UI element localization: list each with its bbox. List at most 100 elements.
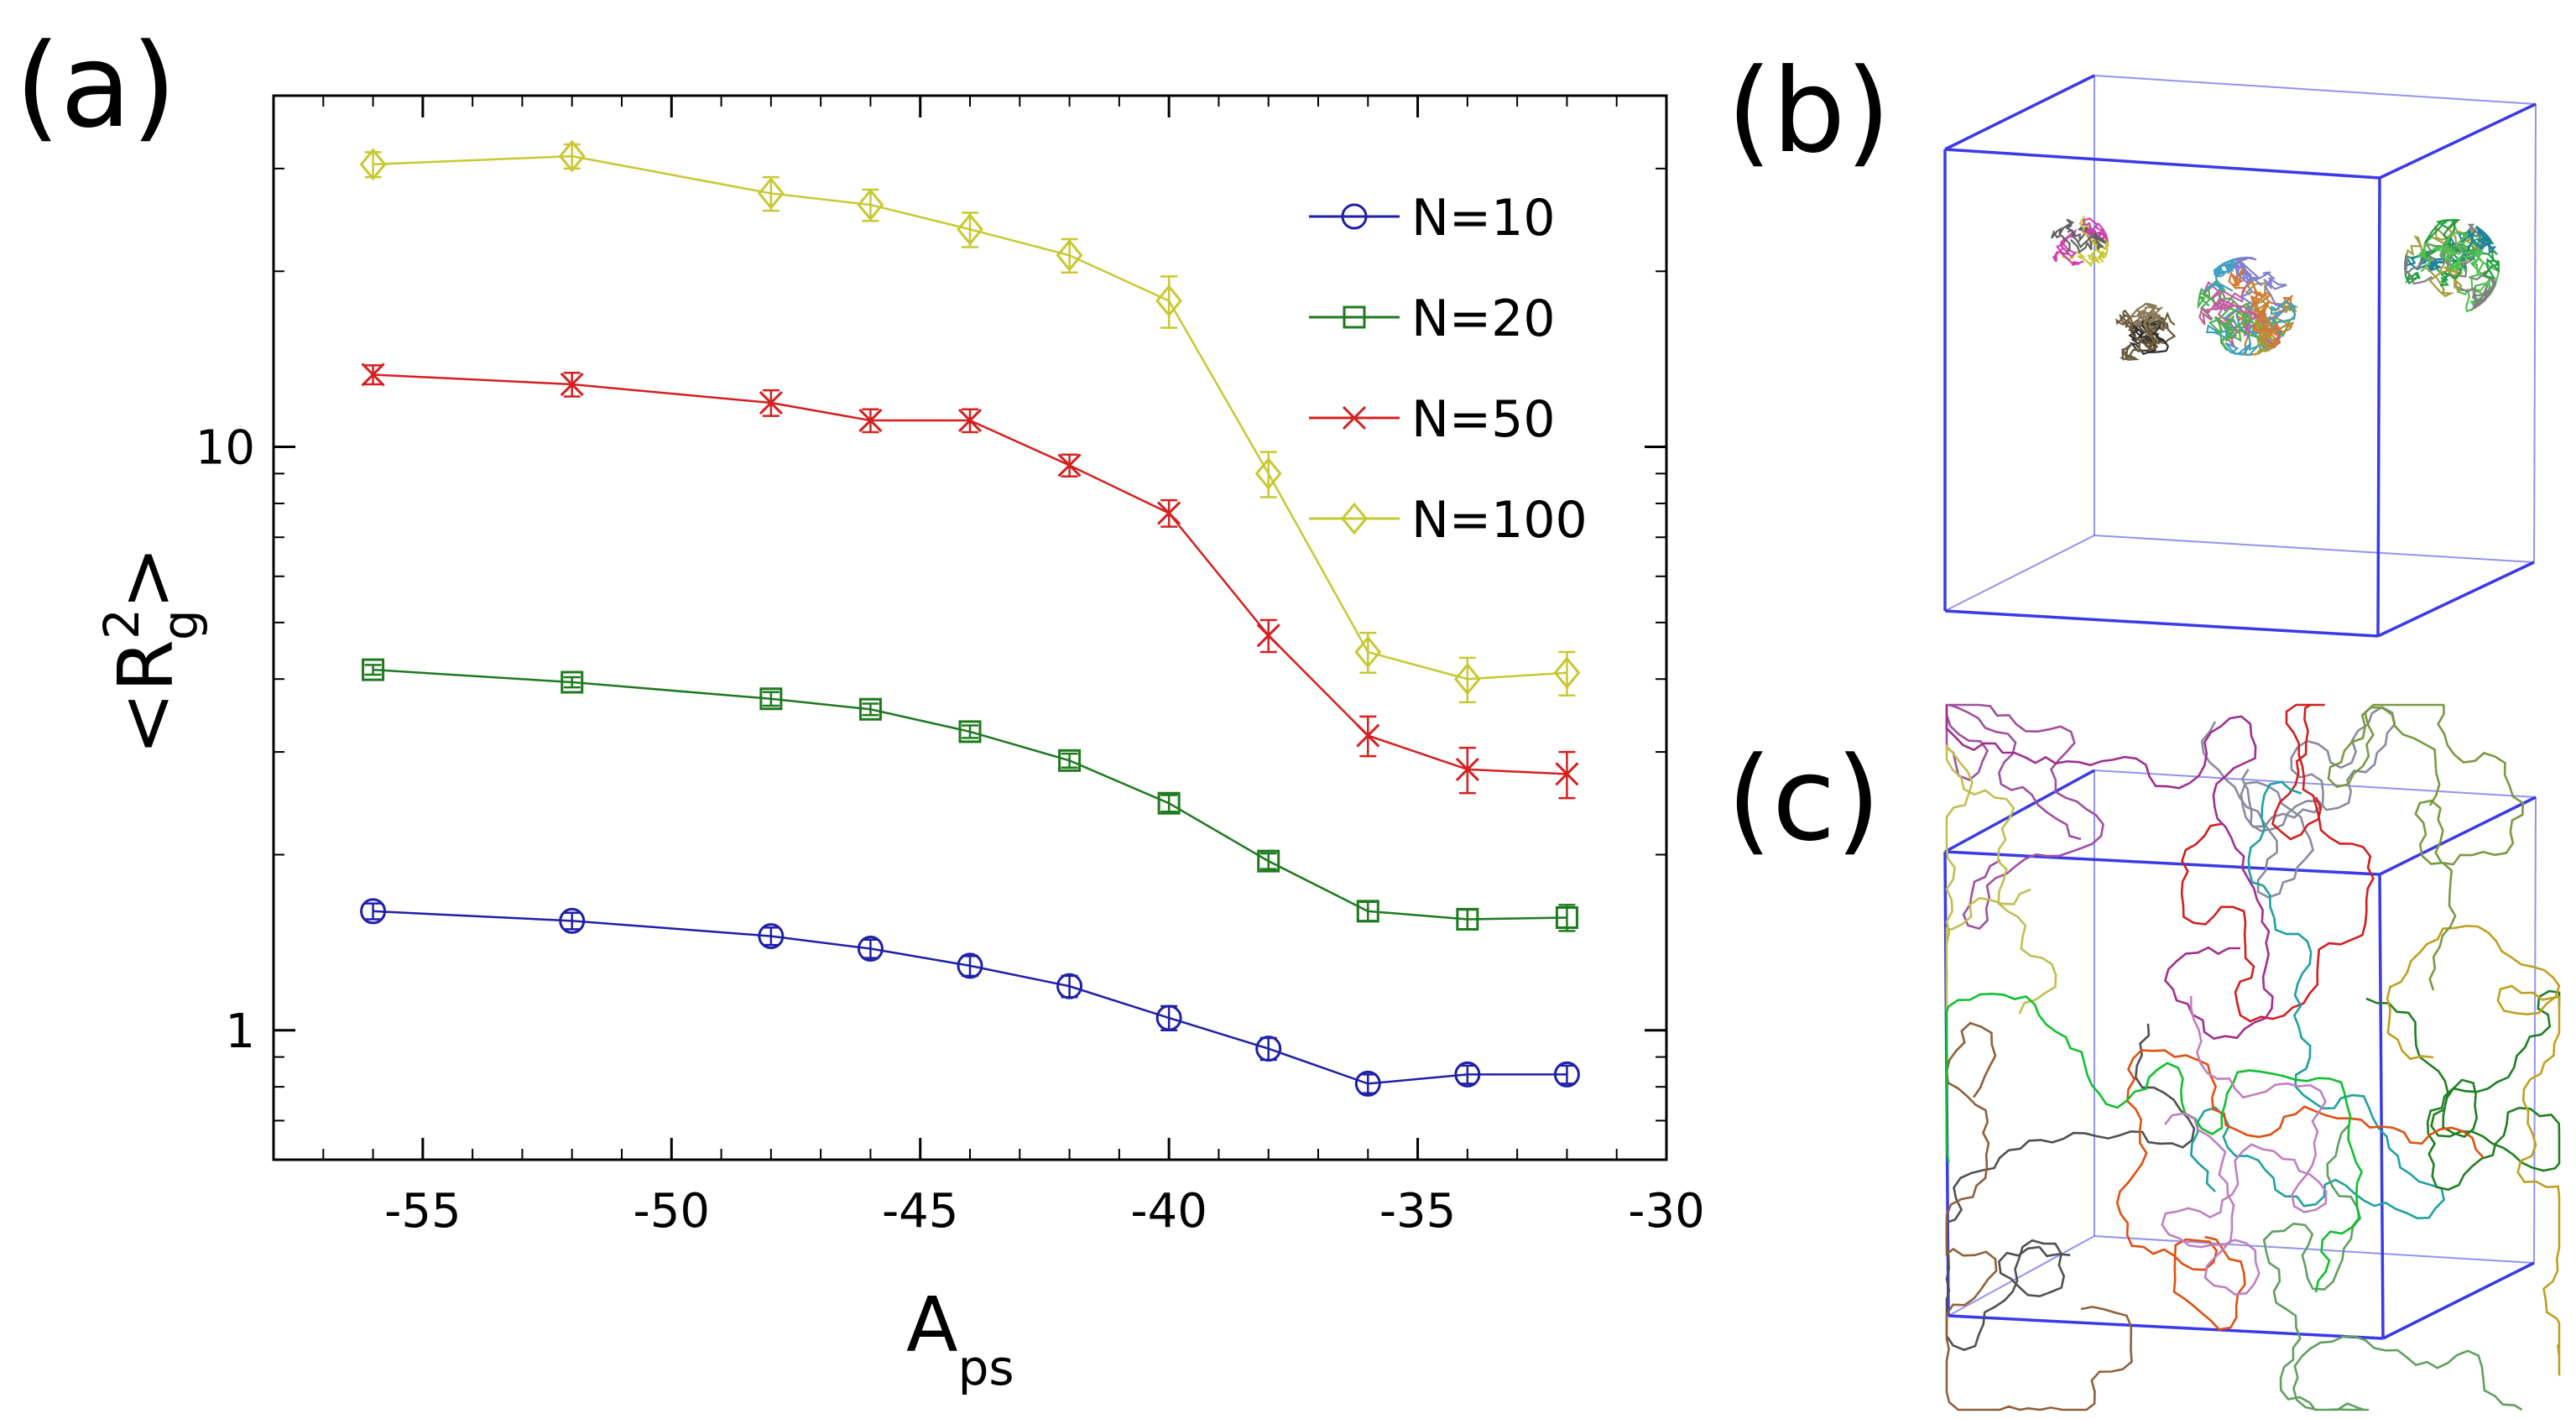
box-edge: [2376, 177, 2381, 637]
legend-marker: [1341, 203, 1368, 230]
series-layer: [359, 139, 1581, 1097]
legend-marker: [1343, 305, 1366, 329]
y-tick-labels: 1 10: [196, 421, 255, 1059]
chain-segment: [2059, 235, 2109, 267]
y-axis-title-end: >: [102, 546, 190, 609]
y-axis-title: <R2g>: [93, 546, 209, 755]
polymer-chain: [1945, 705, 2274, 1041]
y-tick-label-1: 10: [196, 421, 255, 476]
data-point: [558, 139, 586, 173]
data-point: [1356, 900, 1379, 923]
box-edge: [2094, 769, 2537, 798]
data-point: [1155, 1004, 1182, 1031]
box-edge: [1944, 850, 2380, 876]
polymer-chain: [2386, 925, 2561, 1376]
simulation-box-collapsed: [1943, 74, 2537, 638]
data-point: [1056, 973, 1083, 999]
box-edge: [1944, 148, 2380, 180]
box-edge: [1948, 1314, 2384, 1340]
x-tick-label-0: -55: [384, 1184, 461, 1239]
box-edge: [1948, 1235, 2095, 1317]
x-axis-title: Aps: [906, 1281, 1014, 1396]
polymer-chain: [2262, 1124, 2523, 1411]
x-tick-label-3: -40: [1130, 1184, 1207, 1239]
x-tick-label-1: -50: [634, 1184, 710, 1239]
chart-a: -55 -50 -45 -40 -35 -30 1 10 Aps <R2g> N=10 N=2…: [93, 94, 1705, 1396]
data-point: [1255, 1036, 1282, 1062]
data-point: [958, 720, 982, 743]
box-edge: [1944, 769, 2095, 853]
legend-label: N=20: [1411, 290, 1556, 348]
box-edge: [1944, 535, 2095, 612]
chain-segment: [2250, 290, 2295, 348]
data-point: [1553, 656, 1581, 690]
y-tick-label-0: 1: [225, 1004, 255, 1059]
box-edge: [2377, 561, 2535, 638]
panel-label-c: (c): [1727, 732, 1881, 867]
chain-segment: [2417, 232, 2483, 273]
x-tick-label-5: -30: [1628, 1184, 1704, 1239]
chain-segment: [2050, 218, 2106, 253]
box-edge: [1944, 609, 2379, 638]
polymer-chain: [1945, 703, 2104, 931]
y-axis-title-sup: 2: [93, 608, 150, 639]
legend-label: N=10: [1411, 189, 1556, 248]
data-point: [1354, 1070, 1381, 1097]
polymer-chain: [2327, 703, 2525, 991]
data-point: [1553, 1061, 1580, 1088]
data-point: [758, 923, 785, 950]
polymer-chain: [1945, 992, 2364, 1293]
data-point: [559, 907, 586, 934]
data-point: [362, 658, 385, 681]
data-point: [759, 390, 783, 415]
series-N50: [361, 363, 1579, 800]
data-point: [1254, 457, 1282, 490]
legend: N=10 N=20 N=50 N=100: [1309, 189, 1588, 550]
panel-label-a: (a): [15, 18, 176, 154]
data-point: [1256, 623, 1280, 648]
data-point: [1157, 501, 1181, 525]
data-point: [1057, 453, 1082, 477]
data-point: [360, 898, 387, 925]
data-point: [1453, 662, 1481, 696]
chain-segment: [2052, 228, 2084, 266]
box-edge: [2094, 535, 2535, 563]
series-N10: [360, 898, 1580, 1097]
data-point: [1257, 849, 1280, 873]
data-point: [361, 363, 385, 387]
legend-marker: [1342, 405, 1367, 430]
legend-entry-N20: N=20: [1309, 290, 1556, 348]
series-line-N50: [373, 373, 1567, 775]
polymer-chain: [2200, 706, 2396, 899]
legend-marker: [1341, 502, 1368, 535]
box-edge: [2379, 796, 2537, 876]
x-tick-label-2: -45: [882, 1184, 958, 1239]
series-line-N10: [373, 910, 1567, 1085]
chain-segment: [2208, 307, 2263, 352]
polymer-chain: [2189, 780, 2446, 1220]
data-point: [757, 177, 785, 210]
data-point: [560, 372, 584, 397]
polymer-chain: [2180, 703, 2375, 1023]
plot-frame: [272, 94, 1668, 1161]
data-point: [957, 212, 983, 246]
polymer-chain: [2115, 1049, 2485, 1331]
y-axis-title-sub: g: [152, 609, 209, 640]
chain-segment: [2453, 269, 2497, 311]
data-point: [1155, 284, 1183, 317]
series-N100: [359, 139, 1581, 704]
polymer-globule: [2403, 218, 2500, 313]
data-point: [1056, 238, 1083, 272]
polymer-globule: [2115, 302, 2177, 362]
box-edge: [2533, 796, 2537, 1264]
box-edge: [1944, 74, 2095, 151]
data-point: [1356, 723, 1380, 748]
x-axis-title-sub: ps: [958, 1339, 1014, 1396]
box-edge: [2379, 102, 2537, 180]
chain-segment: [2082, 217, 2109, 243]
box-edge: [2094, 75, 2537, 105]
data-point: [1157, 791, 1181, 815]
legend-label: N=50: [1411, 390, 1556, 449]
data-point: [1456, 907, 1479, 931]
